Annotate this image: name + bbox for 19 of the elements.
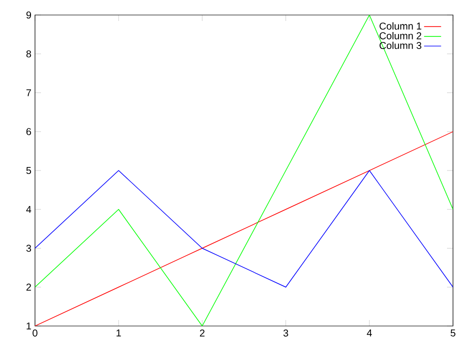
- line-series: [35, 15, 453, 326]
- y-tick-label: 6: [26, 128, 32, 136]
- x-tick-label: 5: [450, 330, 456, 336]
- x-tick-label: 0: [32, 330, 38, 337]
- y-tick-label: 8: [26, 50, 32, 58]
- x-tick-label: 1: [116, 330, 121, 336]
- line-series: [35, 131, 453, 326]
- x-tick-label: 4: [366, 330, 372, 336]
- y-tick-label: 4: [26, 206, 32, 213]
- y-tick-label: 1: [26, 322, 31, 330]
- y-tick-label: 3: [26, 244, 32, 252]
- legend-label: Column 1: [380, 22, 422, 30]
- y-tick-label: 5: [26, 167, 32, 174]
- y-tick-label: 9: [26, 11, 32, 19]
- y-tick-label: 7: [26, 89, 31, 96]
- x-tick-label: 2: [200, 330, 204, 336]
- x-tick-label: 3: [283, 330, 288, 337]
- y-tick-label: 2: [26, 284, 31, 291]
- legend-label: Column 2: [380, 32, 422, 40]
